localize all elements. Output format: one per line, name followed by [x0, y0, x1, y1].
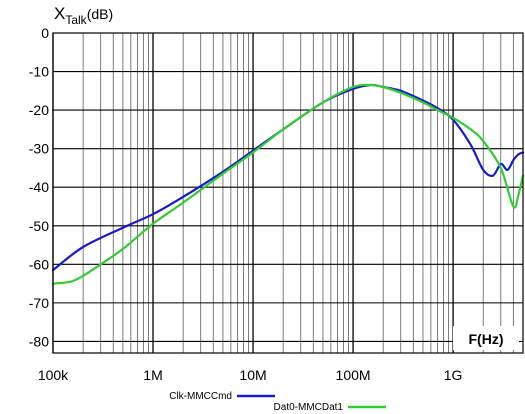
legend-label-dat: Dat0-MMCDat1 [274, 402, 344, 413]
y-axis-title: XTalk(dB) [54, 4, 113, 27]
y-tick-label: 0 [41, 25, 49, 41]
x-tick-label: 1G [444, 367, 463, 383]
y-tick-label: -70 [29, 295, 49, 311]
y-tick-label: -60 [29, 256, 49, 272]
grid-minor [82, 33, 524, 353]
x-tick-label: 100M [336, 367, 371, 383]
y-tick-labels: 0 -10 -20 -30 -40 -50 -60 -70 -80 [29, 25, 49, 349]
series-layer [51, 83, 525, 285]
y-tick-label: -10 [29, 64, 49, 80]
x-tick-label: 1M [143, 367, 162, 383]
series-line-dat [51, 83, 525, 285]
plot-frame [52, 32, 524, 354]
y-tick-label: -30 [29, 141, 49, 157]
y-tick-label: -80 [29, 333, 49, 349]
x-tick-label: 100k [38, 367, 69, 383]
x-axis-title: F(Hz) [469, 331, 504, 347]
y-axis-title-unit: (dB) [87, 6, 113, 22]
y-tick-label: -40 [29, 179, 49, 195]
y-axis-title-sub: Talk [65, 13, 87, 27]
x-axis-title-box [453, 326, 519, 350]
x-tick-label: 10M [239, 367, 266, 383]
legend-label-clk: Clk-MMCCmd [169, 391, 232, 402]
y-tick-label: -50 [29, 218, 49, 234]
legend: Clk-MMCCmd Dat0-MMCDat1 [169, 391, 386, 413]
grid-major [52, 32, 523, 353]
x-tick-labels: 100k 1M 10M 100M 1G [38, 367, 463, 383]
y-axis-title-main: X [54, 4, 65, 23]
y-tick-label: -20 [29, 102, 49, 118]
